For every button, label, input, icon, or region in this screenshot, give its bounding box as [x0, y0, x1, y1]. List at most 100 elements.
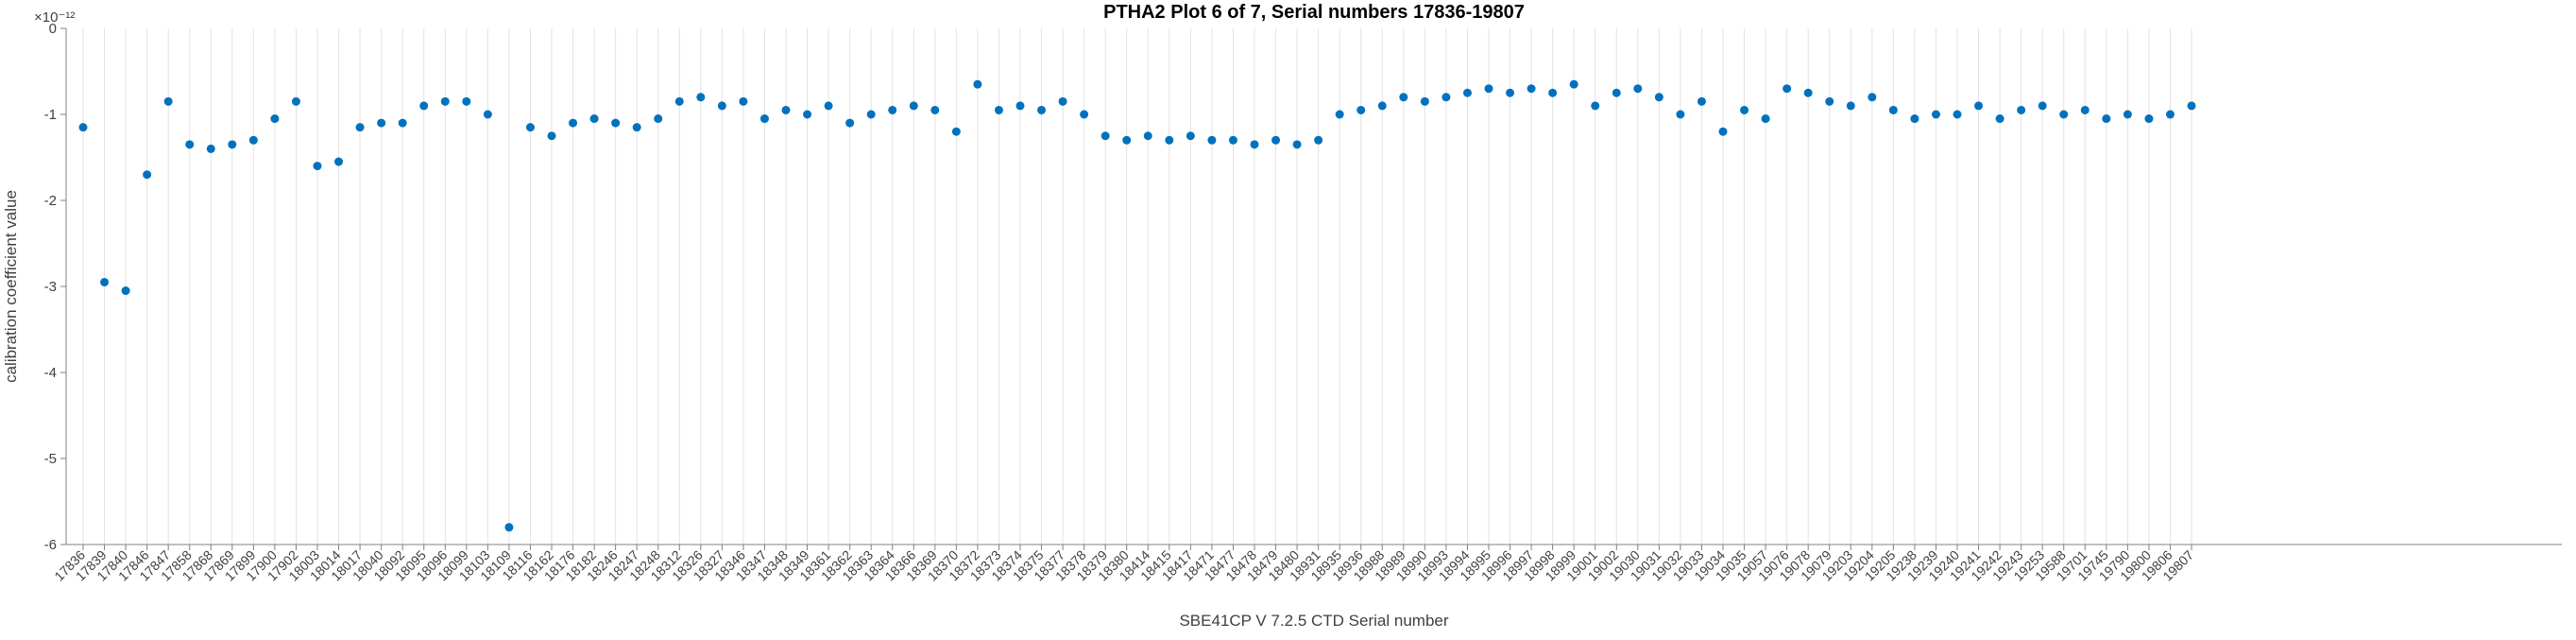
y-tick-label: 0	[49, 21, 57, 37]
data-point	[1250, 140, 1259, 149]
data-point	[1015, 101, 1025, 111]
chart-title: PTHA2 Plot 6 of 7, Serial numbers 17836-…	[1103, 2, 1525, 23]
data-point	[1484, 84, 1493, 94]
data-point	[1654, 93, 1663, 102]
data-point	[1974, 101, 1984, 111]
data-point	[888, 105, 897, 114]
data-point	[1803, 88, 1813, 97]
data-point	[674, 96, 684, 106]
data-point	[1868, 93, 1877, 102]
data-point	[1186, 131, 1195, 141]
y-tick-label: -6	[44, 537, 57, 553]
data-point	[2102, 114, 2111, 124]
data-point	[803, 110, 812, 119]
data-point	[1633, 84, 1643, 94]
data-point	[1506, 88, 1515, 97]
data-point	[973, 79, 982, 89]
data-point	[291, 96, 300, 106]
point-layer	[78, 79, 2196, 532]
data-point	[951, 127, 961, 136]
data-point	[228, 140, 237, 149]
data-point	[398, 118, 407, 128]
data-point	[1399, 93, 1408, 102]
y-tick-label: -2	[44, 193, 57, 209]
data-point	[1783, 84, 1792, 94]
data-point	[1846, 101, 1855, 111]
y-tick-label: -1	[44, 107, 57, 123]
data-point	[1143, 131, 1152, 141]
y-axis-multiplier: ×10⁻¹²	[34, 9, 75, 26]
data-point	[525, 123, 535, 132]
x-axis-label: SBE41CP V 7.2.5 CTD Serial number	[1179, 612, 1448, 630]
data-point	[1271, 135, 1281, 145]
data-point	[739, 96, 748, 106]
data-point	[270, 114, 280, 124]
data-point	[1442, 93, 1451, 102]
data-point	[2165, 110, 2175, 119]
data-point	[781, 105, 791, 114]
data-point	[1740, 105, 1749, 114]
data-point	[355, 123, 365, 132]
data-point	[419, 101, 429, 111]
data-point	[483, 110, 492, 119]
data-point	[824, 101, 833, 111]
data-point	[717, 101, 726, 111]
data-point	[1527, 84, 1536, 94]
data-point	[100, 277, 110, 286]
data-point	[1165, 135, 1174, 145]
y-tick-label: -3	[44, 279, 57, 295]
data-point	[569, 118, 578, 128]
data-point	[1122, 135, 1132, 145]
y-tick-label: -5	[44, 451, 57, 467]
data-point	[654, 114, 663, 124]
data-point	[2123, 110, 2132, 119]
data-point	[78, 123, 88, 132]
data-point	[1612, 88, 1621, 97]
data-point	[930, 105, 940, 114]
data-point	[313, 162, 322, 171]
data-point	[1356, 105, 1366, 114]
data-point	[206, 144, 215, 153]
data-point	[1697, 96, 1706, 106]
data-point	[1548, 88, 1558, 97]
data-point	[632, 123, 641, 132]
data-point	[611, 118, 621, 128]
data-point	[2038, 101, 2047, 111]
data-point	[1292, 140, 1302, 149]
data-point	[1718, 127, 1728, 136]
data-point	[1995, 114, 2005, 124]
data-point	[547, 131, 556, 141]
data-point	[143, 170, 152, 180]
data-point	[334, 157, 344, 166]
data-point	[2187, 101, 2196, 111]
data-point	[1335, 110, 1344, 119]
data-point	[1676, 110, 1685, 119]
data-point	[994, 105, 1003, 114]
data-point	[462, 96, 471, 106]
data-point	[377, 118, 386, 128]
data-point	[1953, 110, 1962, 119]
data-point	[1931, 110, 1940, 119]
data-point	[1888, 105, 1898, 114]
data-point	[2080, 105, 2090, 114]
data-point	[1314, 135, 1323, 145]
data-point	[866, 110, 876, 119]
data-point	[2017, 105, 2026, 114]
data-point	[163, 96, 173, 106]
data-point	[589, 114, 599, 124]
data-point	[1037, 105, 1047, 114]
data-point	[2059, 110, 2069, 119]
tick-layer: 1783617839178401784617847178581786817869…	[44, 21, 2197, 584]
data-point	[504, 523, 514, 532]
data-point	[1100, 131, 1110, 141]
data-point	[1462, 88, 1472, 97]
data-point	[759, 114, 769, 124]
data-point	[2144, 114, 2154, 124]
data-point	[1377, 101, 1387, 111]
data-point	[1591, 101, 1600, 111]
data-point	[1569, 79, 1578, 89]
data-point	[440, 96, 450, 106]
data-point	[696, 93, 706, 102]
